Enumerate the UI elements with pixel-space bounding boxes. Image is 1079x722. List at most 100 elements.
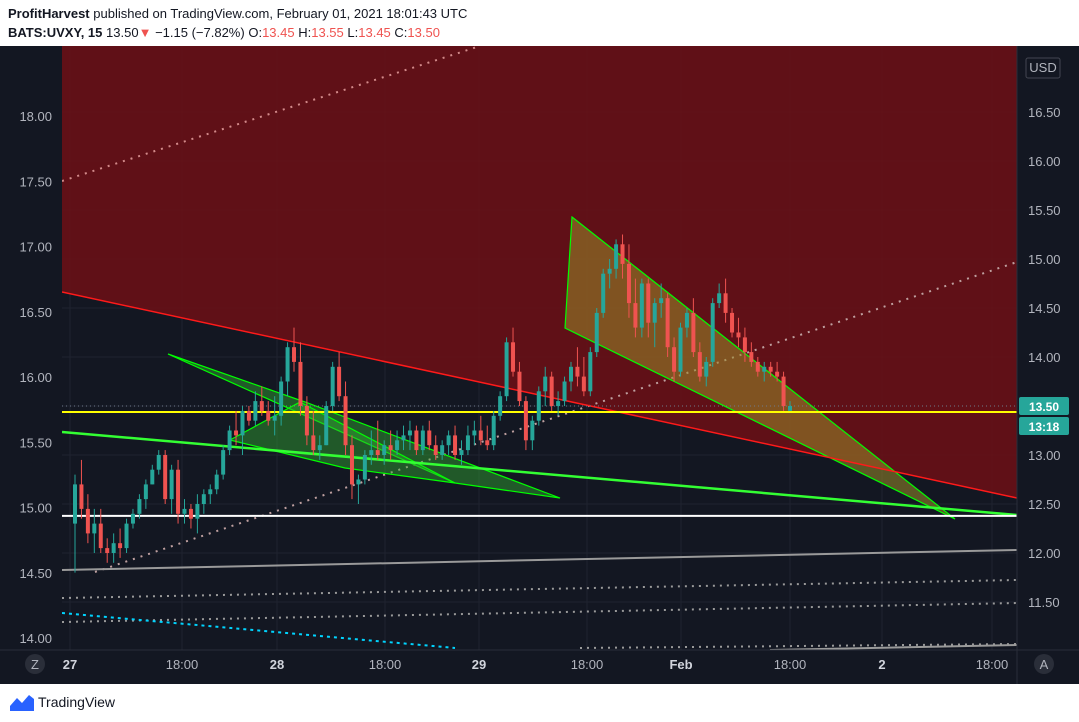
candle-body <box>92 523 97 534</box>
candle <box>208 484 213 504</box>
upper-dotted-trendline[interactable] <box>62 46 481 182</box>
candle <box>143 479 148 509</box>
candle-body <box>349 445 354 485</box>
candle <box>588 347 593 397</box>
price-chart[interactable]: 16.50 16.00 15.50 15.00 14.50 14.00 13.50 13.00… <box>0 46 1079 684</box>
candle <box>266 401 271 426</box>
grey-trendline[interactable] <box>62 549 1017 571</box>
candle-body <box>568 366 573 382</box>
candle-body <box>111 543 116 553</box>
falling-wedge-1[interactable] <box>167 353 561 499</box>
candle <box>324 401 329 446</box>
candle-body <box>285 347 290 382</box>
candle <box>176 459 181 524</box>
author-name[interactable]: ProfitHarvest <box>8 6 90 21</box>
candle-body <box>459 450 464 455</box>
candle <box>523 396 528 451</box>
tradingview-brand[interactable]: TradingView <box>38 694 116 710</box>
candle <box>105 538 110 563</box>
candle <box>201 489 206 514</box>
candle-body <box>388 445 393 451</box>
candle-body <box>234 430 239 436</box>
cyan-dotted-trendline[interactable] <box>62 612 456 649</box>
currency-button[interactable]: USD <box>1025 57 1061 79</box>
candle-body <box>530 420 535 441</box>
left-axis-tick-label: 15.00 <box>19 501 52 516</box>
candle-body <box>730 312 735 333</box>
left-axis-tick-label: 14.50 <box>19 566 52 581</box>
candle-body <box>504 342 509 397</box>
right-axis-tick-label: 14.50 <box>1028 301 1061 316</box>
candle <box>279 376 284 426</box>
candle <box>414 425 419 455</box>
candle-body <box>395 440 400 451</box>
candle-body <box>517 371 522 402</box>
candle-body <box>382 445 387 455</box>
grey-dotted-line-2[interactable] <box>62 602 1017 623</box>
candle <box>85 494 90 544</box>
candle <box>111 533 116 563</box>
zoom-button[interactable]: Z <box>25 654 45 674</box>
candle-body <box>369 450 374 455</box>
candle-body <box>337 366 342 397</box>
left-axis-tick-label: 17.00 <box>19 240 52 255</box>
low-value: 13.45 <box>358 25 391 40</box>
green-trendline[interactable] <box>62 430 1017 517</box>
candle-body <box>169 469 174 500</box>
candle-body <box>137 499 142 514</box>
tradingview-logo-icon[interactable] <box>10 693 34 711</box>
candle <box>246 406 251 426</box>
candle <box>98 508 103 553</box>
candle <box>137 494 142 519</box>
candle <box>697 342 702 382</box>
right-axis-tick-label: 11.50 <box>1028 595 1060 610</box>
candle-body <box>356 479 361 485</box>
grey-dotted-line-3[interactable] <box>579 643 1017 649</box>
candle-body <box>775 371 780 377</box>
left-price-axis[interactable]: 18.00 17.50 17.00 16.50 16.00 15.50 15.00 14.50… <box>19 109 52 646</box>
candle <box>730 308 735 338</box>
candle <box>472 420 477 446</box>
candle <box>659 283 664 318</box>
right-axis-tick-label: 16.00 <box>1028 154 1061 169</box>
grey-dotted-line-1[interactable] <box>62 579 1017 599</box>
candle-body <box>414 430 419 451</box>
candle-body <box>543 376 548 392</box>
candle <box>755 357 760 377</box>
candle <box>227 425 232 455</box>
lower-grey-trendline[interactable] <box>769 644 1017 650</box>
candle <box>717 283 722 308</box>
candle <box>781 371 786 411</box>
candle-body <box>646 283 651 323</box>
candle-body <box>85 508 90 534</box>
candle-body <box>324 406 329 446</box>
candle <box>768 361 773 377</box>
time-axis-tick-label: 27 <box>63 657 77 672</box>
candle-body <box>317 445 322 451</box>
candle <box>742 327 747 362</box>
left-axis-tick-label: 16.00 <box>19 370 52 385</box>
candle-body <box>401 435 406 441</box>
falling-wedge-2[interactable] <box>228 401 456 484</box>
candle-body <box>79 484 84 509</box>
symbol-name[interactable]: BATS:UVXY, 15 <box>8 25 103 40</box>
candle <box>678 322 683 377</box>
time-axis[interactable]: 27 18:00 28 18:00 29 18:00 Feb 18:00 2 18:00 <box>63 657 1009 672</box>
candle-body <box>723 293 728 313</box>
time-axis-tick-label: 28 <box>270 657 284 672</box>
candle-body <box>195 504 200 519</box>
left-axis-tick-label: 16.50 <box>19 305 52 320</box>
auto-scale-button[interactable]: A <box>1034 654 1054 674</box>
last-price: 13.50 <box>106 25 139 40</box>
candle-body <box>304 406 309 436</box>
candle <box>92 508 97 553</box>
candle-body <box>736 332 741 338</box>
candle <box>684 308 689 338</box>
candle <box>562 376 567 406</box>
candle <box>337 352 342 402</box>
candle <box>73 474 77 573</box>
candle-body <box>130 513 135 524</box>
candle-body <box>292 347 297 362</box>
candle-body <box>556 401 561 406</box>
time-axis-tick-label: 29 <box>472 657 486 672</box>
